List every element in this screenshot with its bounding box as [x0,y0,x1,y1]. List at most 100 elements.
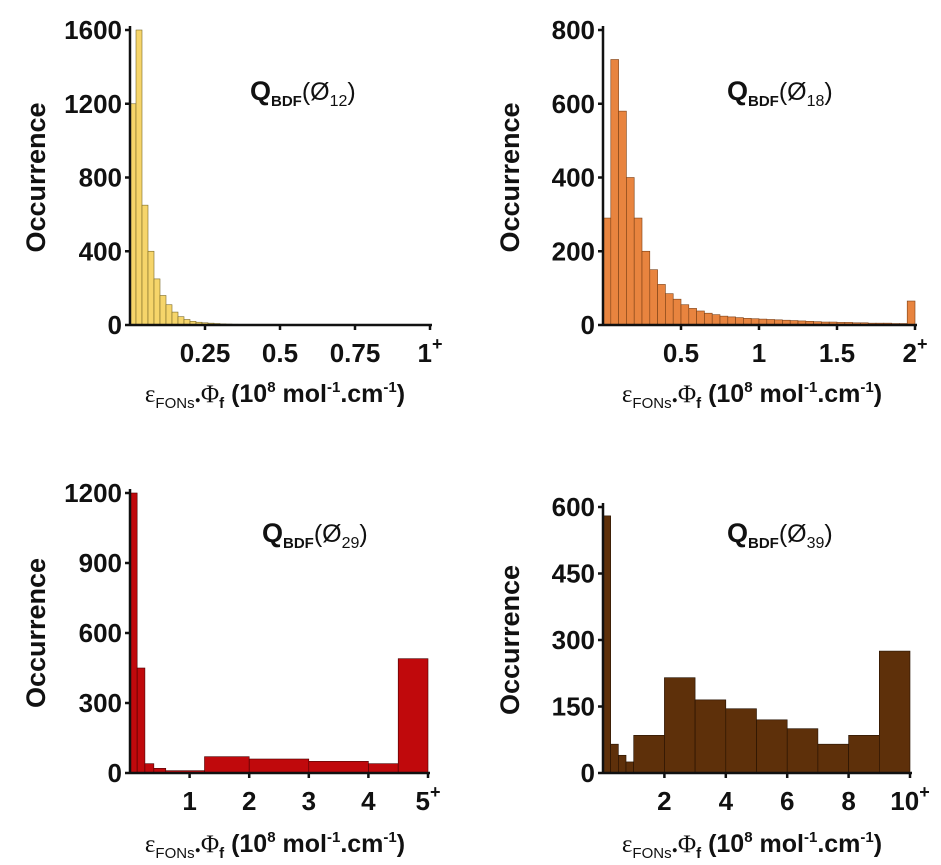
histogram-bar [641,250,651,326]
histogram-bar [397,658,429,774]
x-tick-label: 0.5 [663,338,699,368]
chart-panel-2: 0 200 400 600 800 0.5 1 1.5 2+ Occurrence QBDF(Ø18… [495,15,927,412]
x-tick-label: 0.5 [262,338,298,368]
histogram-bar [817,743,849,774]
histogram-bar [756,719,788,774]
x-tick-label: 2 [657,786,671,816]
x-tick-label: 2+ [903,334,928,368]
chart-panel-1: 0 400 800 1200 1600 0.25 0.5 0.75 1+ Occurrence QB… [21,15,442,412]
chart-title: QBDF(Ø12) [250,76,356,110]
y-tick-label: 0 [581,310,595,340]
y-tick-label: 800 [552,15,595,45]
y-tick-label: 150 [552,692,595,722]
x-tick-label: 1 [182,786,196,816]
tick-superscript: + [919,782,930,802]
y-axis-label: Occurrence [495,102,525,252]
x-axis-label: εFONs.Φf (108 mol-1.cm-1) [622,379,882,412]
histogram-bar [248,758,310,774]
histogram-bar [610,59,619,326]
histogram-bar [159,295,167,326]
x-axis-label: εFONs.Φf (108 mol-1.cm-1) [145,379,405,412]
histogram-bar [664,677,696,774]
histogram-bar [649,269,658,326]
histogram-bar [680,304,690,326]
tick-superscript: + [430,782,441,802]
histogram-bar [848,735,880,774]
histogram-bar [135,29,143,326]
histogram-bar [704,312,713,326]
y-tick-label: 450 [552,559,595,589]
x-tick-label: 10+ [890,782,929,816]
y-tick-label: 900 [79,548,122,578]
histogram-bar [618,754,627,774]
histogram-bar [719,315,729,326]
y-tick-label: 1200 [64,478,122,508]
tick-superscript: + [432,334,443,354]
histogram-bar [665,293,674,326]
y-axis-label: Occurrence [21,558,51,708]
x-tick-label: 4 [361,786,376,816]
chart-panel-4: 0 150 300 450 600 2 4 6 8 10+ Occurrence QBDF(Ø39) ε… [495,492,930,862]
histogram-bar [308,761,369,774]
x-tick-label: 0.75 [330,338,381,368]
histogram-bar [672,298,682,326]
y-tick-label: 0 [581,758,595,788]
y-tick-label: 1200 [64,89,122,119]
y-tick-label: 400 [552,163,595,193]
x-tick-label: 2 [242,786,256,816]
x-tick-label: 0.25 [180,338,231,368]
histogram-bar [633,217,643,326]
x-tick-label: 1.5 [819,338,855,368]
y-tick-label: 300 [79,688,122,718]
y-tick-label: 600 [552,492,595,522]
histogram-bar [153,278,161,326]
histogram-bar [618,110,627,326]
histogram-bar [786,728,819,774]
x-axis-label: εFONs.Φf (108 mol-1.cm-1) [145,829,405,862]
histogram-bar [171,311,179,326]
histogram-bar [368,763,399,774]
y-tick-label: 200 [552,236,595,266]
y-tick-label: 800 [79,163,122,193]
histogram-bar [136,667,146,774]
y-axis-label: Occurrence [495,565,525,715]
x-tick-label: 5+ [416,782,441,816]
histogram-bar [906,300,916,326]
tick-superscript: + [917,334,928,354]
y-tick-label: 300 [552,625,595,655]
histogram-bar [633,735,665,774]
y-axis-label: Occurrence [21,102,51,252]
chart-title: QBDF(Ø18) [727,76,833,110]
chart-panel-3: 0 300 600 900 1200 1 2 3 4 5+ Occurrence QBDF(Ø29) ε… [21,478,440,862]
x-tick-label: 8 [841,786,855,816]
y-tick-label: 0 [108,310,122,340]
y-tick-label: 400 [79,236,122,266]
histogram-bar [657,284,666,326]
chart-title: QBDF(Ø39) [727,518,833,552]
histogram-bar [711,314,721,326]
histogram-bar [694,699,727,774]
histogram-bar [696,310,705,326]
x-tick-label: 6 [780,786,794,816]
x-tick-label: 3 [302,786,316,816]
y-tick-label: 600 [79,618,122,648]
chart-title: QBDF(Ø29) [262,518,368,552]
y-tick-label: 1600 [64,15,122,45]
histogram-bar [165,304,173,326]
histogram-bar [147,250,155,326]
y-tick-label: 0 [108,758,122,788]
histogram-bar [204,756,250,774]
histogram-bar [878,650,911,774]
histogram-bar [688,308,697,326]
x-tick-label: 4 [719,786,734,816]
x-tick-label: 1+ [418,334,443,368]
y-tick-label: 600 [552,89,595,119]
histogram-bar [610,743,619,774]
histogram-bar [144,763,155,774]
histogram-bar [625,761,635,774]
histogram-bar [725,708,757,774]
histogram-bar [626,177,635,326]
x-axis-label: εFONs.Φf (108 mol-1.cm-1) [622,829,882,862]
histogram-bar [141,204,149,326]
